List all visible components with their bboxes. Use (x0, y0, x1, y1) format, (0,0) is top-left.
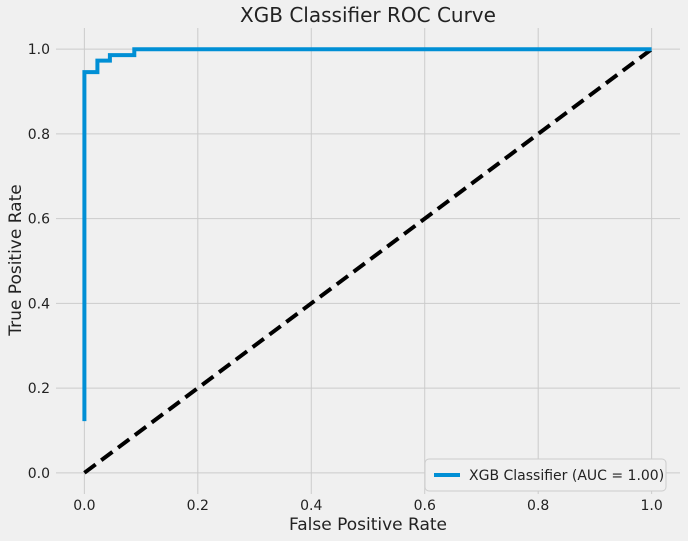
y-tick-label: 0.0 (28, 466, 50, 482)
y-tick-label: 0.8 (28, 127, 50, 143)
series (82, 47, 653, 475)
y-tick-label: 0.4 (28, 296, 50, 312)
y-tick-label: 0.2 (28, 381, 50, 397)
x-tick-label: 0.8 (527, 498, 549, 514)
x-axis-label: False Positive Rate (289, 515, 447, 535)
y-axis-label: True Positive Rate (6, 184, 26, 336)
x-tick-label: 1.0 (641, 498, 663, 514)
y-tick-label: 0.6 (28, 212, 50, 228)
x-tick-label: 0.2 (187, 498, 209, 514)
legend: XGB Classifier (AUC = 1.00) (424, 458, 667, 492)
roc-curve-line (82, 47, 652, 422)
chart-title: XGB Classifier ROC Curve (240, 3, 496, 27)
x-tick-label: 0.0 (73, 498, 95, 514)
tick-labels: 0.0 0.2 0.4 0.6 0.8 1.0 0.0 0.2 0.4 0.6 0.8 1.0 (28, 42, 663, 514)
x-tick-label: 0.6 (414, 498, 436, 514)
grid (56, 28, 680, 494)
y-tick-label: 1.0 (28, 42, 50, 58)
legend-label: XGB Classifier (AUC = 1.00) (469, 468, 664, 484)
legend-frame (424, 458, 667, 492)
chance-diagonal-line (83, 47, 653, 475)
x-tick-label: 0.4 (300, 498, 322, 514)
